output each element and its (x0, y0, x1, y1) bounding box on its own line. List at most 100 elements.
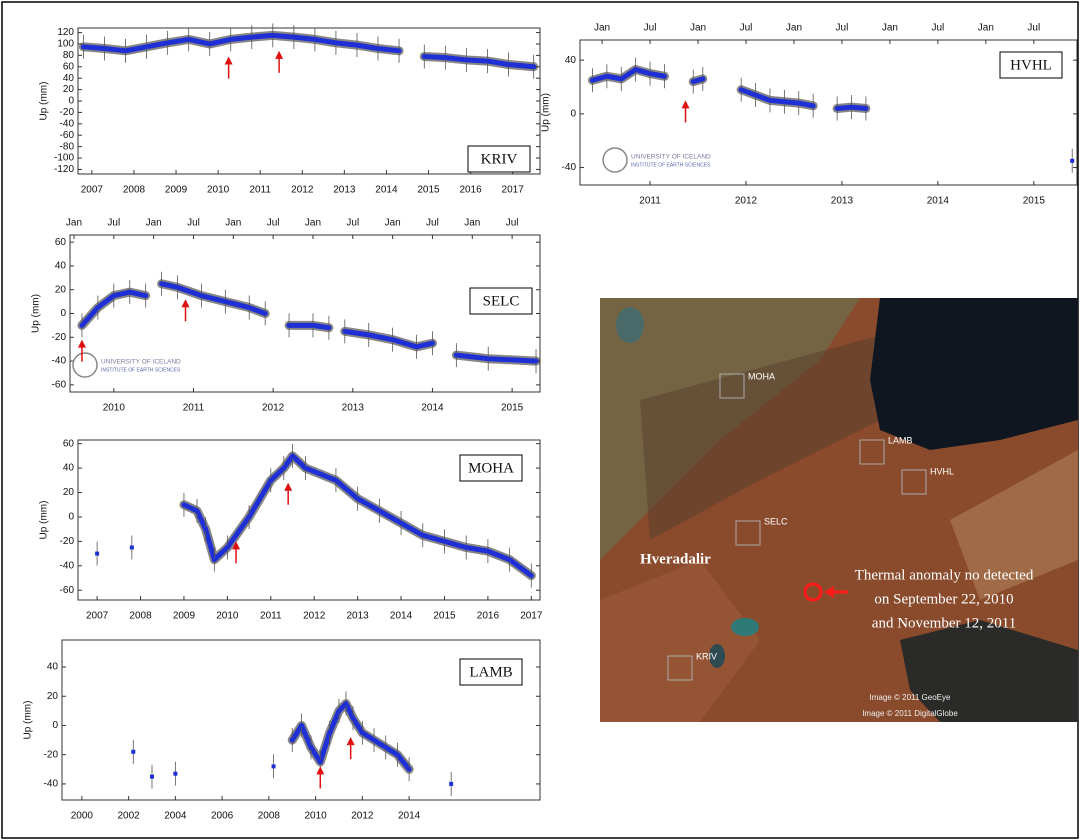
data-point (464, 58, 468, 62)
y-tick-label: -20 (60, 536, 75, 547)
top-tick-label: Jul (740, 23, 753, 34)
logo-text: UNIVERSITY OF ICELAND (101, 359, 181, 366)
station-label: MOHA (468, 460, 514, 476)
data-point (80, 323, 84, 327)
station-label: MOHA (748, 371, 775, 381)
data-point (337, 709, 341, 713)
data-point (309, 745, 313, 749)
data-point (372, 738, 376, 742)
data-point (313, 37, 317, 41)
y-tick-label: 0 (68, 96, 74, 107)
y-tick-label: 80 (63, 50, 75, 61)
x-tick-label: 2011 (639, 196, 661, 207)
y-tick-label: 40 (63, 463, 75, 474)
x-tick-label: 2008 (258, 811, 281, 822)
y-axis-label: Up (mm) (39, 82, 50, 121)
y-tick-label: -100 (54, 153, 74, 164)
data-point (250, 35, 254, 39)
y-tick-label: 120 (57, 27, 74, 38)
data-point (797, 101, 801, 105)
x-tick-label: 2014 (375, 185, 398, 196)
y-tick-label: -60 (60, 130, 75, 141)
x-tick-label: 2010 (103, 403, 126, 414)
logo-text: UNIVERSITY OF ICELAND (631, 154, 711, 161)
data-point (344, 702, 348, 706)
data-point (334, 41, 338, 45)
data-point (225, 545, 229, 549)
logo-text: INSTITUTE OF EARTH SCIENCES (631, 162, 711, 168)
data-point (648, 72, 652, 76)
y-tick-label: -40 (60, 118, 75, 129)
satellite-map: MOHA LAMB HVHL SELC KRIV Hveradalir Ther… (600, 298, 1078, 722)
figure: 120100806040200-20-40-60-80-100-12020072… (0, 0, 1080, 840)
data-point (351, 716, 355, 720)
y-tick-label: -20 (60, 107, 75, 118)
data-point (415, 345, 419, 349)
data-point (464, 545, 468, 549)
y-tick-label: 40 (63, 73, 75, 84)
data-point (173, 772, 177, 776)
top-tick-label: Jan (225, 218, 241, 229)
top-tick-label: Jul (644, 23, 657, 34)
x-tick-label: 2004 (164, 811, 187, 822)
data-point (355, 43, 359, 47)
data-point (291, 454, 295, 458)
top-tick-label: Jan (978, 23, 994, 34)
y-tick-label: -120 (54, 164, 74, 175)
top-tick-label: Jan (385, 218, 401, 229)
data-point (318, 760, 322, 764)
data-point (182, 503, 186, 507)
top-tick-label: Jan (464, 218, 480, 229)
data-point (187, 37, 191, 41)
x-tick-label: 2013 (333, 185, 356, 196)
data-point (384, 745, 388, 749)
station-label: SELC (764, 516, 788, 526)
data-point (130, 545, 134, 549)
x-tick-label: 2007 (81, 185, 104, 196)
x-tick-label: 2017 (520, 611, 543, 622)
y-tick-label: 40 (55, 261, 67, 272)
top-tick-label: Jan (786, 23, 802, 34)
data-point (486, 357, 490, 361)
data-point (506, 63, 510, 67)
data-point (534, 359, 538, 363)
pond (731, 618, 759, 636)
data-point (263, 312, 267, 316)
data-point (144, 294, 148, 298)
data-point (96, 306, 100, 310)
x-tick-label: 2010 (216, 611, 239, 622)
data-point (95, 552, 99, 556)
data-point (691, 80, 695, 84)
top-tick-label: Jul (187, 218, 200, 229)
data-point (768, 98, 772, 102)
data-point (204, 527, 208, 531)
y-tick-label: -80 (60, 141, 75, 152)
data-point (532, 65, 536, 69)
top-tick-label: Jul (931, 23, 944, 34)
data-point (407, 767, 411, 771)
logo-text: INSTITUTE OF EARTH SCIENCES (101, 367, 181, 373)
data-point (422, 55, 426, 59)
y-tick-label: -40 (52, 356, 67, 367)
y-tick-label: -20 (44, 749, 59, 760)
data-point (176, 285, 180, 289)
x-tick-label: 2008 (129, 611, 152, 622)
data-point (311, 323, 315, 327)
x-tick-label: 2011 (183, 403, 205, 414)
data-point (131, 750, 135, 754)
y-axis-label: Up (mm) (541, 93, 552, 132)
data-point (421, 533, 425, 537)
place-label: Hveradalir (640, 551, 711, 567)
data-point (103, 47, 107, 51)
x-tick-label: 2000 (71, 811, 94, 822)
x-tick-label: 2016 (477, 611, 500, 622)
x-tick-label: 2015 (1023, 196, 1046, 207)
x-tick-label: 2012 (262, 403, 285, 414)
data-point (269, 478, 273, 482)
top-tick-label: Jan (882, 23, 898, 34)
y-tick-label: 60 (55, 237, 67, 248)
data-point (356, 497, 360, 501)
x-tick-label: 2014 (421, 403, 444, 414)
y-tick-label: -40 (44, 779, 59, 790)
data-point (619, 77, 623, 81)
